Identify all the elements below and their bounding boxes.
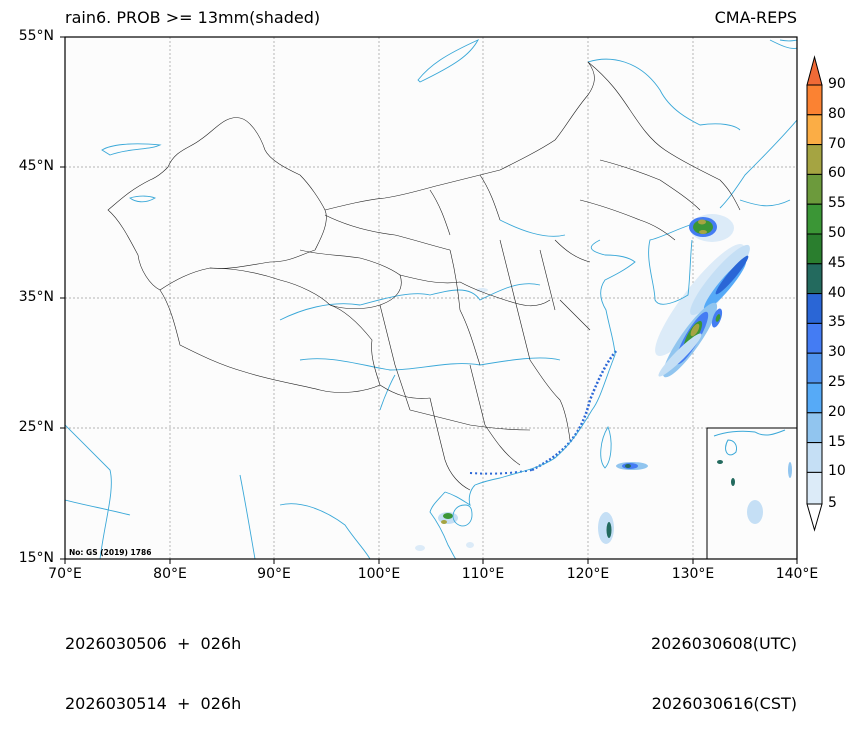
colorbar-label-50: 50 [828, 225, 846, 241]
lat-label-45: 45°N [18, 158, 54, 174]
lon-label-90: 90°E [257, 566, 291, 582]
south-china-sea-inset [706, 427, 797, 559]
coastlines [65, 39, 797, 559]
valid-time-block: 2026030608(UTC) 2026030616(CST) [651, 594, 797, 734]
colorbar-label-10: 10 [828, 463, 846, 479]
lat-label-15: 15°N [18, 550, 54, 566]
init-time-utc: 2026030506 + 026h [65, 634, 242, 653]
init-time-block: 2026030506 + 026h 2026030514 + 026h [65, 594, 241, 734]
lat-label-25: 25°N [18, 419, 54, 435]
province-borders [107, 61, 741, 491]
colorbar-label-55: 55 [828, 195, 846, 211]
map-plot [60, 36, 823, 564]
colorbar-label-20: 20 [828, 404, 846, 420]
lat-label-35: 35°N [18, 289, 54, 305]
lon-label-110: 110°E [461, 566, 505, 582]
colorbar [806, 55, 823, 532]
tick-marks [60, 36, 798, 564]
colorbar-label-35: 35 [828, 314, 846, 330]
colorbar-label-90: 90 [828, 76, 846, 92]
lon-label-100: 100°E [357, 566, 401, 582]
precip-shading [415, 214, 750, 551]
chart-title: rain6. PROB >= 13mm(shaded) [65, 8, 321, 27]
valid-time-cst: 2026030616(CST) [651, 694, 797, 713]
colorbar-label-45: 45 [828, 255, 846, 271]
lon-label-70: 70°E [48, 566, 82, 582]
colorbar-label-25: 25 [828, 374, 846, 390]
colorbar-label-80: 80 [828, 106, 846, 122]
map-review-number: No: GS (2019) 1786 [69, 548, 152, 557]
lon-label-80: 80°E [153, 566, 187, 582]
lon-label-140: 140°E [775, 566, 819, 582]
colorbar-label-30: 30 [828, 344, 846, 360]
lon-label-120: 120°E [566, 566, 610, 582]
colorbar-label-70: 70 [828, 136, 846, 152]
init-time-cst: 2026030514 + 026h [65, 694, 242, 713]
valid-time-utc: 2026030608(UTC) [651, 634, 797, 653]
colorbar-label-5: 5 [828, 495, 837, 511]
model-name: CMA-REPS [714, 8, 797, 27]
colorbar-label-40: 40 [828, 285, 846, 301]
colorbar-label-60: 60 [828, 165, 846, 181]
colorbar-label-15: 15 [828, 434, 846, 450]
lon-label-130: 130°E [671, 566, 715, 582]
lat-label-55: 55°N [18, 28, 54, 44]
